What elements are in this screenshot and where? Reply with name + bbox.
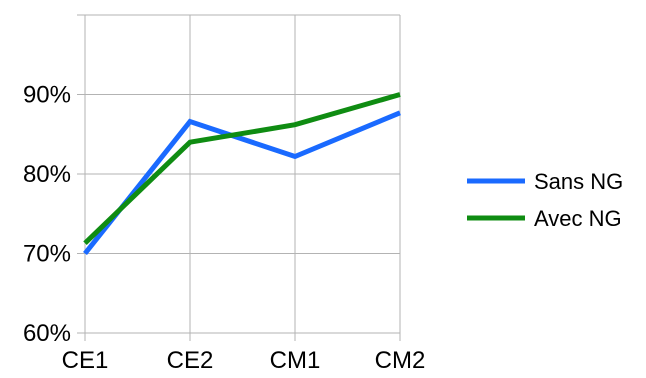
series-line (83, 92, 401, 245)
legend-label: Sans NG (534, 169, 623, 194)
series-line (83, 110, 401, 256)
legend-label: Avec NG (534, 206, 622, 231)
legend: Sans NG Avec NG (467, 169, 623, 231)
x-tick-label: CE2 (167, 347, 214, 374)
x-tick-label: CM2 (375, 347, 426, 374)
tick-labels: 60% 70% 80% 90% CE1 CE2 CM1 CM2 (23, 82, 425, 375)
x-tick-label: CE1 (62, 347, 109, 374)
x-tick-label: CM1 (270, 347, 321, 374)
grid (77, 14, 401, 341)
y-tick-label: 60% (23, 320, 71, 347)
y-tick-label: 70% (23, 241, 71, 268)
y-tick-label: 80% (23, 161, 71, 188)
y-tick-label: 90% (23, 82, 71, 109)
series-lines (83, 92, 401, 256)
